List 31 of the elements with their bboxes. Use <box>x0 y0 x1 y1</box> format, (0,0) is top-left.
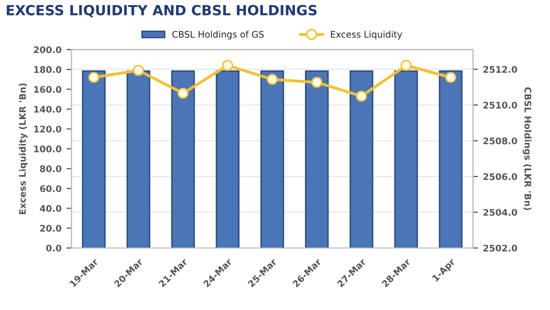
y2-tick-label: 2506.0 <box>483 173 518 180</box>
y-tick-label: 140.0 <box>34 106 62 113</box>
y-tick-label: 100.0 <box>34 146 62 152</box>
y-tick-label: 200.0 <box>34 46 62 54</box>
y-tick-label: 180.0 <box>34 66 62 73</box>
point <box>88 72 100 83</box>
point <box>400 60 412 72</box>
y2-tick-label: 2512.0 <box>483 66 518 73</box>
point <box>266 74 278 85</box>
y2-axis-title: CBSL Holdings (LKR 'Bn) <box>522 87 532 210</box>
y2-tick-label: 2508.0 <box>483 137 518 144</box>
y-tick-label: 40.0 <box>40 205 62 212</box>
legend-label: Excess Liquidity <box>331 30 402 40</box>
point <box>311 76 322 88</box>
y-tick-label: 160.0 <box>34 86 62 93</box>
y-tick-label: 60.0 <box>40 185 62 192</box>
y-tick-label: 80.0 <box>40 165 62 172</box>
y-tick-label: 0.0 <box>46 244 62 252</box>
y2-tick-label: 2504.0 <box>483 208 518 216</box>
y2-tick-label: 2502.0 <box>483 244 518 252</box>
y-tick-label: 20.0 <box>40 224 62 232</box>
point <box>132 64 144 76</box>
y2-tick-label: 2510.0 <box>483 102 518 109</box>
y-axis-title: Excess Liquidity (LKR 'Bn) <box>18 83 28 214</box>
point <box>445 72 456 83</box>
legend-label: CBSL Holdings of GS <box>172 30 264 40</box>
point <box>177 88 189 99</box>
point <box>222 60 234 72</box>
y-tick-label: 120.0 <box>34 126 62 133</box>
point <box>356 90 368 102</box>
chart-title: EXCESS LIQUIDITY AND CBSL HOLDINGS <box>6 4 317 18</box>
